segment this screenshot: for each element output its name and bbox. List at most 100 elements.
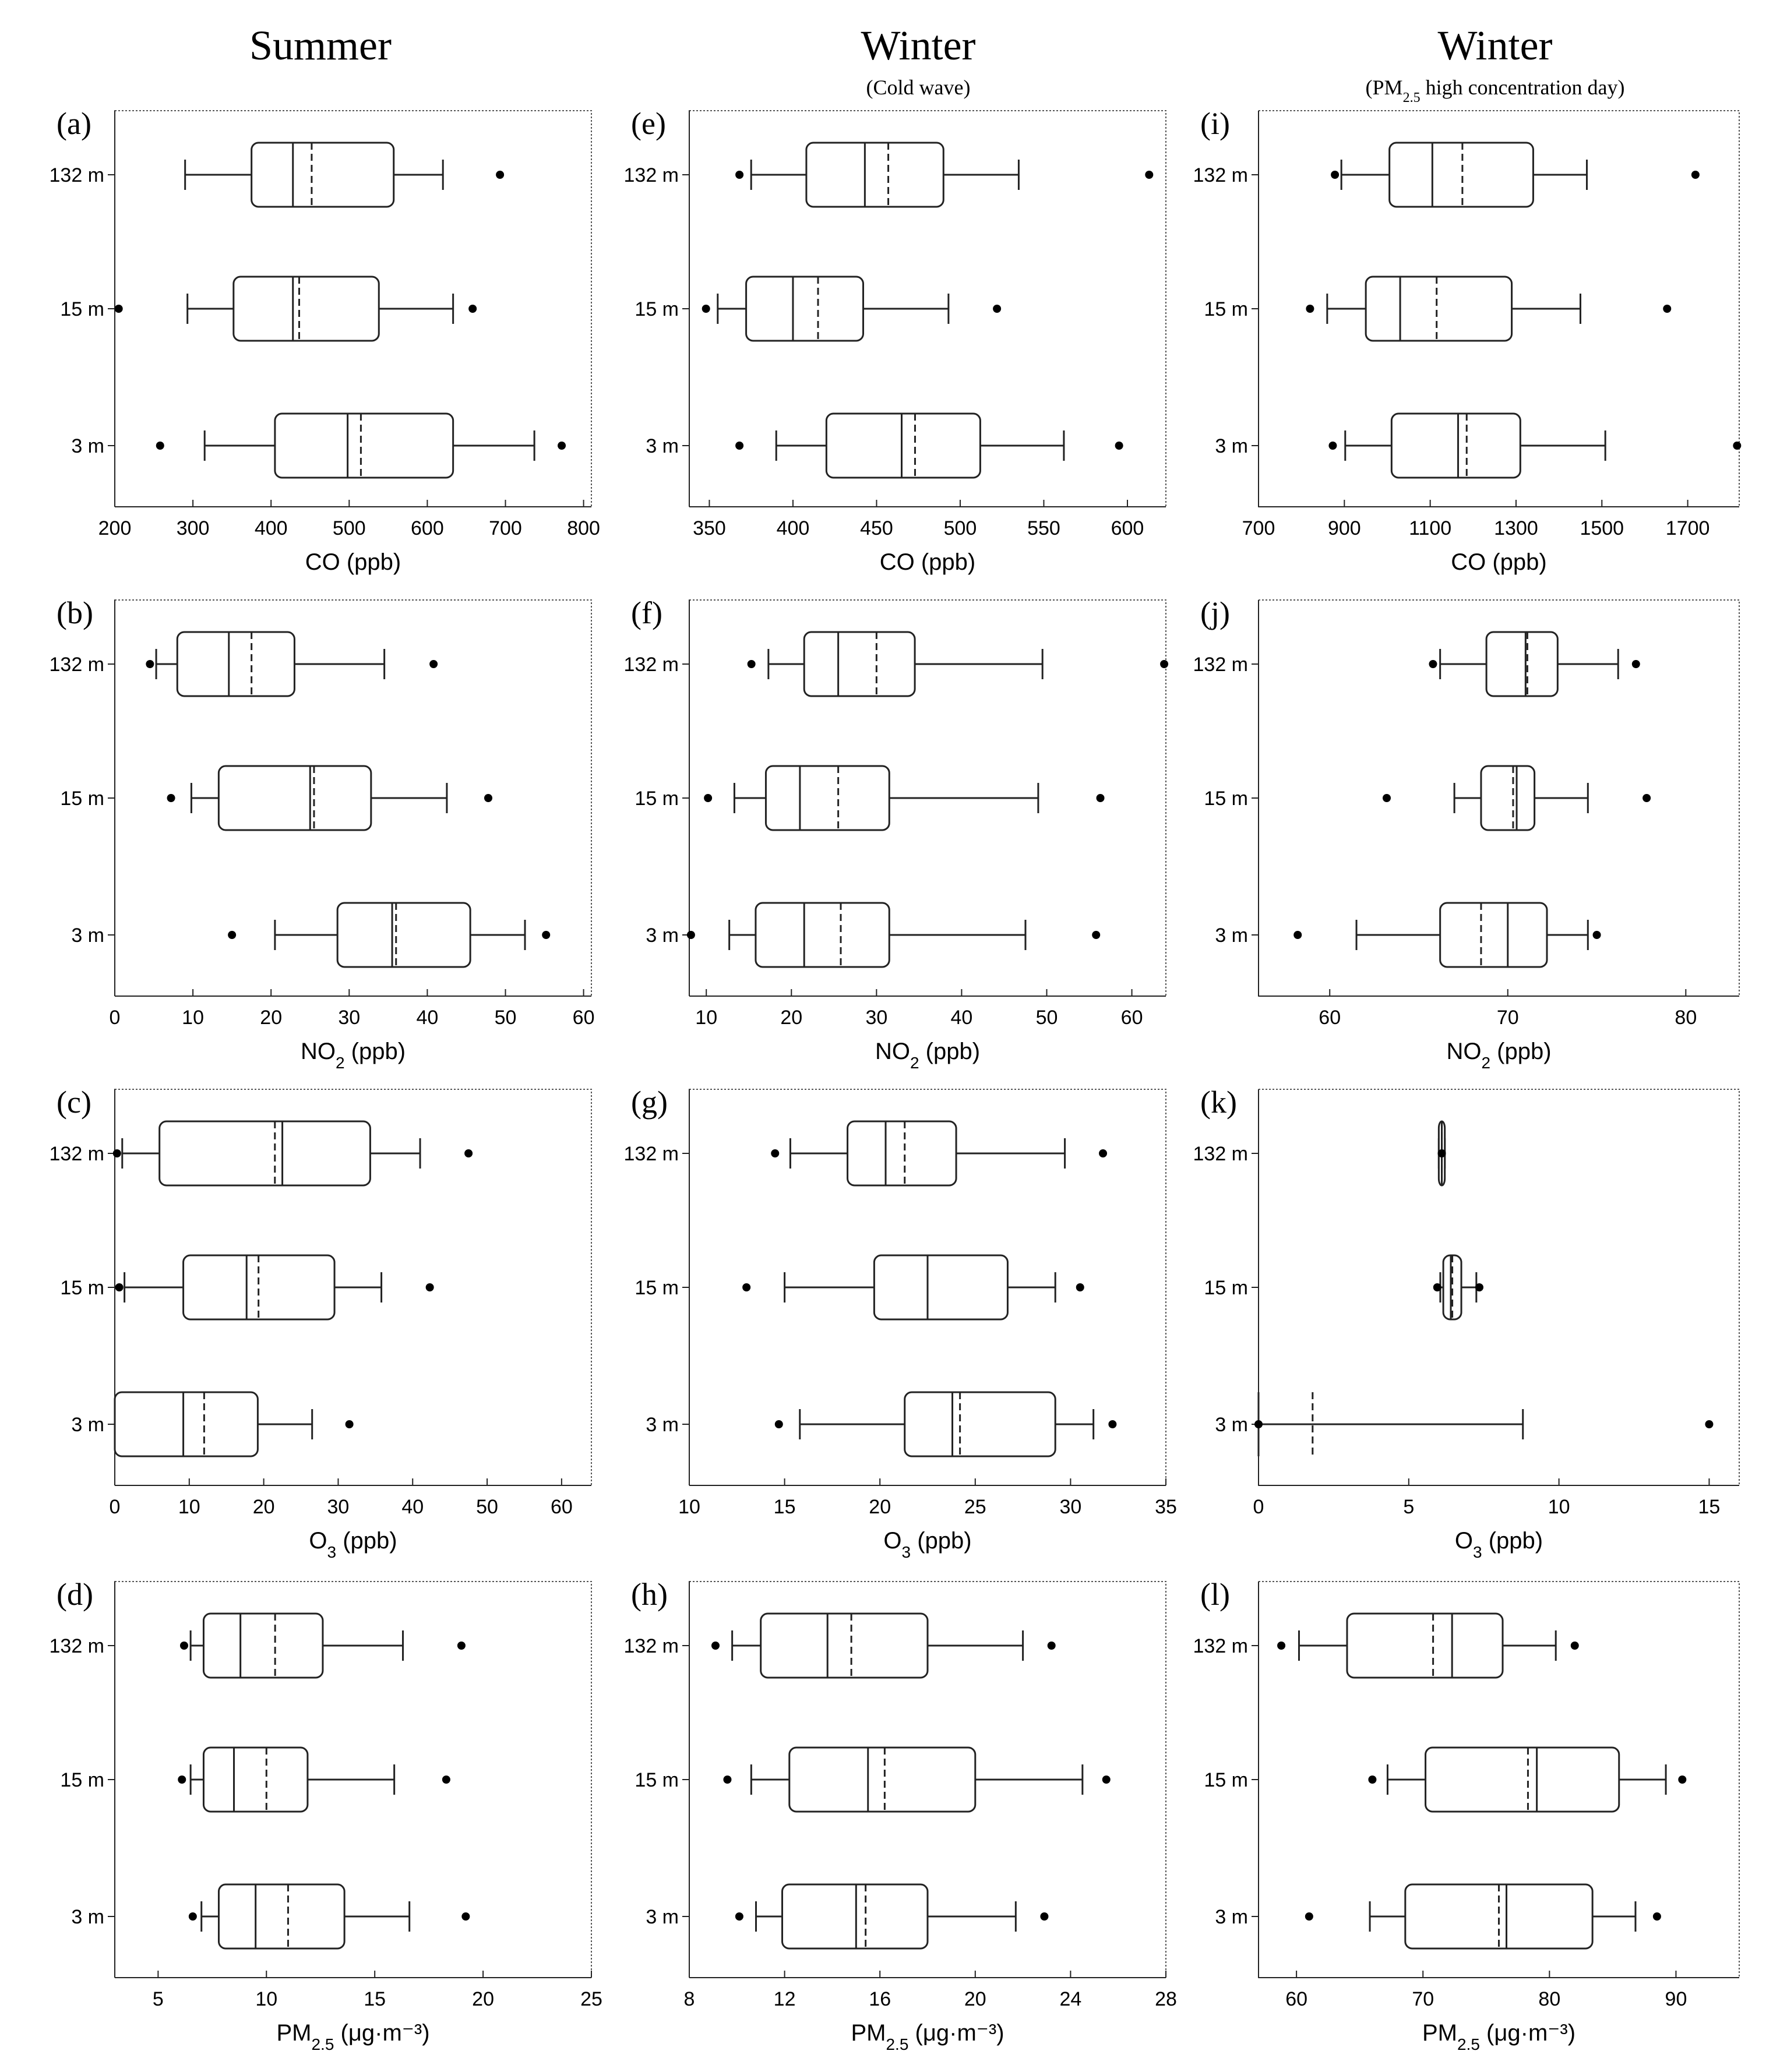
panel-label: (b) (57, 595, 93, 630)
panel-h: (h) 8 12 16 20 24 28 PM2.5 (μg·m⁻³) 132 m 15 m 3 m (624, 1577, 1177, 2053)
x-tick-label: 400 (255, 517, 288, 539)
x-tick-label: 25 (964, 1496, 986, 1518)
y-tick-label: 132 m (624, 1143, 679, 1165)
x-tick-label: 15 (364, 1988, 386, 2010)
panel-frame (689, 110, 1166, 507)
x-tick-label: 30 (327, 1496, 350, 1518)
iqr-box (847, 1120, 957, 1187)
outlier-point (735, 442, 744, 450)
x-tick-label: 1500 (1580, 517, 1624, 539)
panel-label: (g) (631, 1085, 668, 1120)
y-tick-label: 15 m (635, 298, 679, 320)
x-tick-label: 600 (1111, 517, 1144, 539)
boxplot-3m: 3 m (71, 902, 551, 968)
outlier-point (114, 305, 123, 313)
iqr-box (825, 412, 981, 479)
x-tick-label: 20 (253, 1496, 275, 1518)
outlier-point (1631, 660, 1640, 668)
x-tick-label: 70 (1412, 1988, 1434, 2010)
outlier-point (1328, 442, 1337, 450)
iqr-box (1442, 1254, 1462, 1321)
x-tick-label: 0 (1253, 1496, 1264, 1518)
x-tick-label: 70 (1497, 1007, 1519, 1029)
outlier-point (1652, 1912, 1661, 1921)
outlier-point (457, 1642, 466, 1650)
outlier-point (1096, 794, 1105, 802)
iqr-box (803, 631, 916, 697)
panel-label: (e) (631, 106, 666, 141)
outlier-point (558, 442, 566, 450)
x-tick-label: 40 (401, 1496, 424, 1518)
boxplot-15m: 15 m (635, 276, 1002, 342)
iqr-box (1439, 902, 1548, 968)
boxplot-3m: 3 m (646, 1391, 1117, 1457)
y-tick-label: 132 m (1193, 1143, 1249, 1165)
y-tick-label: 15 m (635, 1277, 679, 1299)
panel-frame (114, 1089, 592, 1486)
panel-g: (g) 10 15 20 25 30 35 O3 (ppb) 132 m 15 m 3 m (624, 1085, 1177, 1561)
panel-frame (689, 1581, 1166, 1978)
x-tick-label: 0 (110, 1496, 121, 1518)
x-tick-label: 350 (693, 517, 726, 539)
column-title-summer: Summer (249, 22, 392, 69)
boxplot-15m: 15 m (60, 1746, 450, 1813)
boxplot-15m: 15 m (635, 1746, 1111, 1813)
boxplot-15m: 15 m (60, 1254, 434, 1321)
x-axis-label: PM2.5 (μg·m⁻³) (1422, 2020, 1575, 2053)
x-tick-label: 10 (182, 1007, 204, 1029)
y-tick-label: 3 m (646, 924, 679, 947)
panel-j: (j) 60 70 80 NO2 (ppb) 132 m 15 m 3 m (1193, 595, 1740, 1072)
outlier-point (188, 1912, 197, 1921)
x-tick-label: 24 (1059, 1988, 1081, 2010)
outlier-point (1254, 1420, 1263, 1428)
x-tick-label: 28 (1155, 1988, 1177, 2010)
x-tick-label: 60 (1319, 1007, 1341, 1029)
boxplot-15m: 15 m (1204, 1746, 1687, 1813)
outlier-point (464, 1149, 473, 1157)
boxplot-15m: 15 m (635, 765, 1105, 831)
outlier-point (115, 1283, 124, 1291)
y-tick-label: 3 m (1215, 924, 1248, 947)
x-tick-label: 20 (472, 1988, 494, 2010)
x-tick-label: 600 (411, 517, 444, 539)
y-tick-label: 132 m (624, 654, 679, 676)
outlier-point (735, 1912, 743, 1921)
outlier-point (1145, 171, 1154, 179)
outlier-point (178, 1776, 186, 1784)
outlier-point (156, 442, 164, 450)
iqr-box (1404, 1883, 1594, 1950)
panel-d: (d) 5 10 15 20 25 PM2.5 (μg·m⁻³) 132 m 15 m 3 m (50, 1577, 602, 2053)
boxplot-132m: 132 m (624, 142, 1154, 208)
outlier-point (1733, 442, 1742, 450)
iqr-box (760, 1612, 929, 1679)
boxplot-132m: 132 m (624, 631, 1169, 697)
outlier-point (429, 660, 438, 668)
x-tick-label: 10 (255, 1988, 277, 2010)
column-subtitle-pm-day: (PM2.5 high concentration day) (1366, 76, 1625, 105)
outlier-point (1047, 1642, 1056, 1650)
iqr-box (202, 1746, 309, 1813)
x-tick-label: 30 (1059, 1496, 1081, 1518)
x-tick-label: 1100 (1409, 517, 1451, 539)
x-tick-label: 10 (1548, 1496, 1570, 1518)
x-tick-label: 25 (580, 1988, 602, 2010)
iqr-box (176, 631, 295, 697)
outlier-point (1076, 1283, 1084, 1291)
y-tick-label: 132 m (1193, 164, 1249, 186)
outlier-point (1592, 931, 1601, 939)
outlier-point (542, 931, 551, 939)
x-tick-label: 50 (476, 1496, 498, 1518)
iqr-box (755, 902, 890, 968)
outlier-point (146, 660, 154, 668)
boxplot-3m: 3 m (71, 1391, 354, 1457)
x-axis-label: O3 (ppb) (1455, 1528, 1543, 1561)
boxplot-132m: 132 m (50, 142, 505, 208)
iqr-box (336, 902, 471, 968)
x-tick-label: 800 (567, 517, 600, 539)
x-tick-label: 30 (338, 1007, 360, 1029)
y-tick-label: 15 m (1204, 1277, 1248, 1299)
outlier-point (484, 794, 492, 802)
panel-frame (689, 599, 1166, 997)
y-tick-label: 132 m (50, 1635, 105, 1657)
outlier-point (1475, 1283, 1483, 1291)
